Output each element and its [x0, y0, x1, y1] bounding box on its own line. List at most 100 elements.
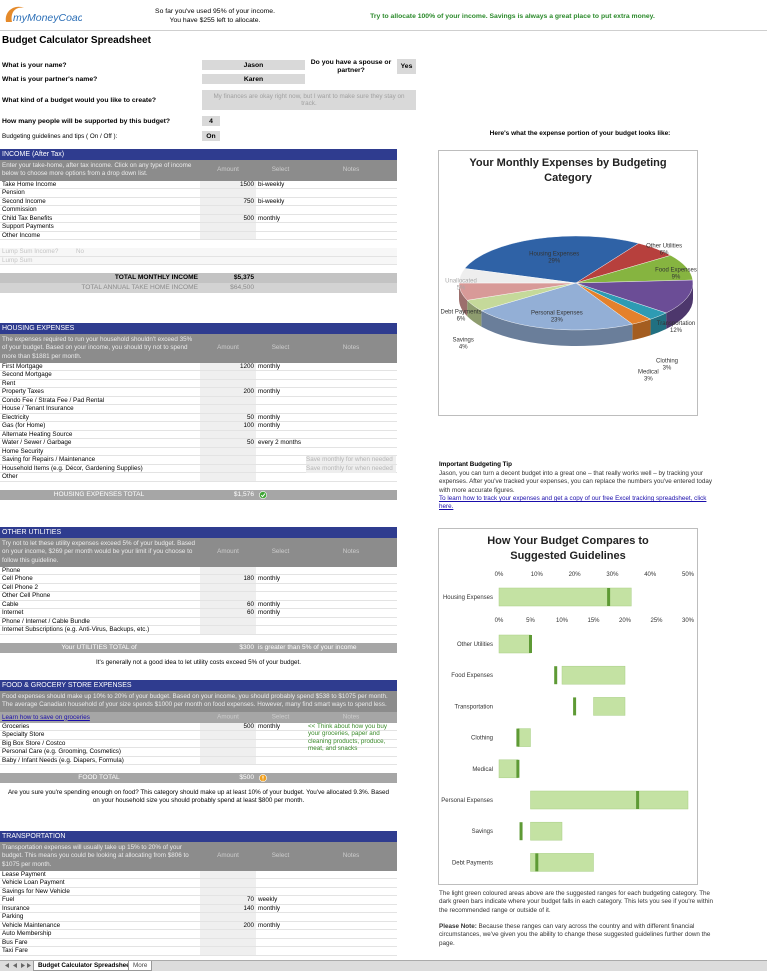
cell-label: Take Home Income	[2, 180, 57, 188]
cell-amount[interactable]: 70	[246, 896, 254, 904]
row: Vehicle Loan Payment	[0, 879, 397, 888]
cell-amount[interactable]: 1200	[239, 362, 254, 370]
cell-amount[interactable]: 60	[246, 609, 254, 617]
row: House / Tenant Insurance	[0, 405, 397, 414]
answer-cell[interactable]: On	[202, 131, 220, 141]
cell-amount[interactable]: 200	[243, 388, 254, 396]
extra-row: Lump Sum Income? No	[0, 248, 397, 257]
pie-slice-side	[481, 310, 633, 346]
cell-note[interactable]: Save monthly for when needed	[306, 464, 396, 473]
cell-amount[interactable]: 60	[246, 600, 254, 608]
range-bar	[530, 853, 594, 872]
pie-slice-side	[459, 283, 468, 317]
row: Vehicle Maintenance 200 monthly	[0, 921, 397, 931]
row: Savings for New Vehicle	[0, 887, 397, 897]
cell-frequency[interactable]: monthly	[258, 422, 281, 430]
cell-frequency[interactable]: monthly	[258, 609, 281, 617]
cell-frequency[interactable]: bi-weekly	[258, 180, 285, 188]
cell-frequency[interactable]: monthly	[258, 214, 281, 222]
category-label: Debt Payments	[452, 860, 493, 866]
cell-amount[interactable]: 100	[243, 422, 254, 430]
value-bar	[516, 759, 520, 778]
row: Gas (for Home) 100 monthly	[0, 422, 397, 431]
cell-frequency[interactable]: monthly	[258, 413, 281, 421]
cell-frequency[interactable]: every 2 months	[258, 439, 302, 447]
row: Child Tax Benefits 500 monthly	[0, 214, 397, 224]
cell-label: Cable	[2, 600, 19, 608]
cell-frequency[interactable]: monthly	[258, 904, 281, 912]
total-label: TOTAL MONTHLY INCOME	[114, 274, 198, 282]
pie-label: Housing Expenses	[529, 252, 579, 258]
cell-label: Gas (for Home)	[2, 422, 46, 430]
range-bar	[498, 587, 632, 607]
logo: myMoneyCoach	[5, 6, 82, 24]
answer-cell[interactable]: Yes	[397, 59, 416, 74]
answer-cell[interactable]: Jason	[202, 60, 305, 70]
section-title: FOOD & GROCERY STORE EXPENSES	[0, 680, 397, 691]
x-tick-label: 20%	[569, 572, 582, 578]
cell-label: Vehicle Loan Payment	[2, 879, 65, 887]
status-line: You have $255 left to allocate.	[169, 17, 261, 24]
cell-note[interactable]: << Think about how you buy your grocerie…	[308, 722, 388, 753]
total-label: TOTAL ANNUAL TAKE HOME INCOME	[81, 284, 198, 292]
cell-frequency[interactable]: weekly	[258, 896, 278, 904]
cell-frequency[interactable]: monthly	[258, 575, 281, 583]
pie-value-label: 29%	[548, 259, 561, 265]
column-header: Select	[271, 713, 290, 721]
section-title: INCOME (After Tax)	[0, 149, 397, 160]
pie-label: Clothing	[656, 358, 678, 364]
column-header: Notes	[342, 548, 360, 556]
row: Internet Subscriptions (e.g. Anti-Virus,…	[0, 626, 397, 635]
cell-frequency[interactable]: monthly	[258, 921, 281, 929]
cell-value[interactable]: No	[76, 248, 85, 256]
pie-slice	[480, 282, 633, 331]
cell-frequency[interactable]: monthly	[258, 600, 281, 608]
range-bar	[498, 634, 531, 654]
cell-label: Taxi Fare	[2, 947, 28, 955]
cell-frequency[interactable]: bi-weekly	[258, 197, 285, 205]
total-row: Your UTILITIES TOTAL of $300 is greater th…	[0, 642, 397, 653]
cell-amount[interactable]: 500	[243, 214, 254, 222]
cell-frequency[interactable]: monthly	[258, 722, 281, 730]
cell-label: Other Income	[2, 231, 41, 239]
x-tick-label: 30%	[606, 572, 619, 578]
cell-amount[interactable]: 500	[243, 722, 254, 730]
range-bar	[530, 821, 563, 841]
row: Cell Phone 180 monthly	[0, 575, 397, 584]
cell-amount[interactable]: 140	[243, 904, 254, 912]
cell-label: Lump Sum Income?	[2, 248, 59, 256]
page-title: Budget Calculator Spreadsheet	[2, 35, 151, 46]
answer-cell[interactable]: My finances are okay right now, but I wa…	[202, 90, 416, 110]
question-label: How many people will be supported by thi…	[2, 117, 171, 125]
cell-amount[interactable]: 1500	[239, 180, 254, 188]
tip-link[interactable]: To learn how to track your expenses and …	[439, 495, 707, 511]
cell-frequency[interactable]: monthly	[258, 362, 281, 370]
answer-cell[interactable]: Karen	[202, 74, 305, 84]
cell-label: Water / Sewer / Garbage	[2, 439, 72, 447]
row: Personal Care (e.g. Grooming, Cosmetics)	[0, 748, 397, 757]
row: Other Cell Phone	[0, 592, 397, 601]
column-header: Select	[271, 344, 290, 352]
cell-amount[interactable]: 50	[246, 439, 254, 447]
cell-amount[interactable]: 750	[243, 197, 254, 205]
cell-amount[interactable]: 180	[243, 575, 254, 583]
answer-cell[interactable]: 4	[202, 116, 220, 126]
range-bar	[561, 665, 626, 685]
row: Second Mortgage	[0, 371, 397, 380]
header-divider	[0, 30, 767, 31]
cell-label: Lease Payment	[2, 870, 46, 878]
cell-label: Household Items (e.g. Décor, Gardening S…	[2, 464, 143, 472]
cell-frequency[interactable]: monthly	[258, 388, 281, 396]
tab-nav[interactable]	[2, 961, 32, 970]
cell-amount[interactable]: 200	[243, 921, 254, 929]
link[interactable]: Learn how to save on groceries	[2, 713, 90, 721]
section-description: The expenses required to run your househ…	[0, 334, 397, 363]
cell-note[interactable]: Save monthly for when needed	[306, 456, 396, 465]
description-text: Enter your take-home, after tax income. …	[2, 162, 192, 178]
section-description: Try not to let these utility expenses ex…	[0, 538, 397, 567]
cell-amount[interactable]: 50	[246, 413, 254, 421]
section: INCOME (After Tax) Enter your take-home, …	[0, 149, 397, 294]
column-header: Notes	[342, 166, 360, 174]
